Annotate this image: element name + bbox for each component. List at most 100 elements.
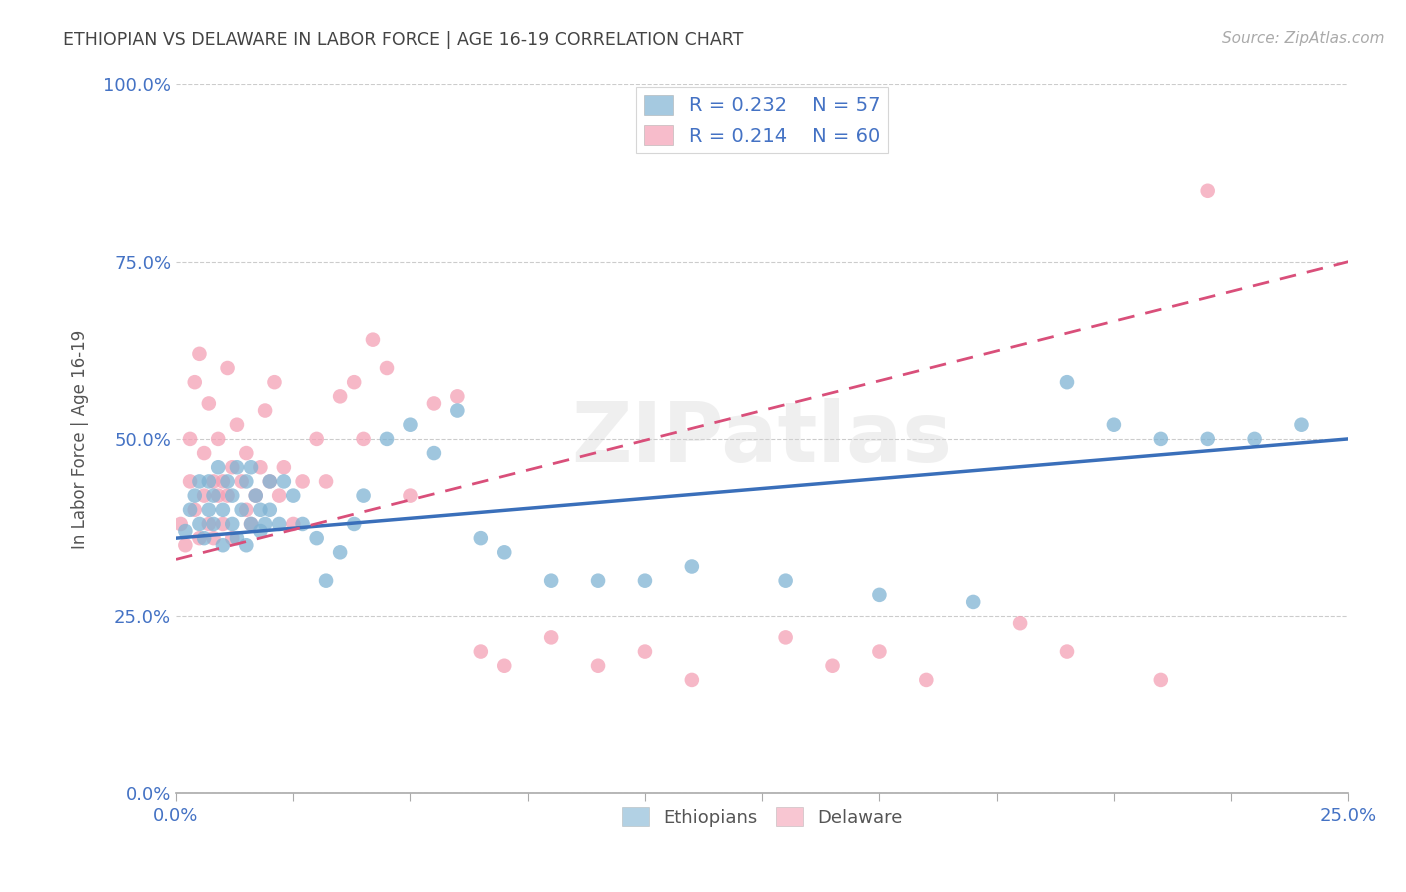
Point — [235, 446, 257, 460]
Point — [470, 644, 492, 658]
Point — [681, 559, 703, 574]
Point — [193, 489, 215, 503]
Point — [259, 475, 281, 489]
Point — [775, 631, 797, 645]
Point — [399, 417, 422, 432]
Point — [202, 516, 225, 531]
Point — [291, 475, 314, 489]
Point — [1197, 432, 1219, 446]
Point — [226, 417, 249, 432]
Point — [249, 460, 271, 475]
Point — [868, 644, 890, 658]
Point — [221, 460, 243, 475]
Point — [353, 432, 375, 446]
Point — [184, 489, 207, 503]
Point — [212, 475, 235, 489]
Point — [315, 574, 337, 588]
Point — [254, 403, 277, 417]
Text: Source: ZipAtlas.com: Source: ZipAtlas.com — [1222, 31, 1385, 46]
Point — [315, 475, 337, 489]
Point — [207, 489, 229, 503]
Point — [235, 538, 257, 552]
Point — [423, 396, 446, 410]
Point — [329, 389, 352, 403]
Point — [212, 538, 235, 552]
Point — [207, 460, 229, 475]
Point — [1150, 432, 1173, 446]
Point — [221, 516, 243, 531]
Point — [586, 574, 609, 588]
Point — [202, 531, 225, 545]
Point — [263, 375, 285, 389]
Point — [1197, 184, 1219, 198]
Point — [423, 446, 446, 460]
Point — [245, 489, 267, 503]
Point — [821, 658, 844, 673]
Point — [494, 658, 516, 673]
Point — [540, 631, 562, 645]
Point — [353, 489, 375, 503]
Point — [775, 574, 797, 588]
Point — [188, 516, 211, 531]
Point — [217, 475, 239, 489]
Point — [226, 460, 249, 475]
Point — [240, 460, 263, 475]
Point — [259, 503, 281, 517]
Point — [198, 503, 221, 517]
Point — [198, 516, 221, 531]
Point — [226, 531, 249, 545]
Point — [221, 489, 243, 503]
Point — [198, 396, 221, 410]
Point — [634, 644, 657, 658]
Point — [179, 503, 201, 517]
Point — [193, 446, 215, 460]
Point — [174, 538, 197, 552]
Point — [249, 503, 271, 517]
Point — [170, 516, 193, 531]
Point — [184, 375, 207, 389]
Text: ETHIOPIAN VS DELAWARE IN LABOR FORCE | AGE 16-19 CORRELATION CHART: ETHIOPIAN VS DELAWARE IN LABOR FORCE | A… — [63, 31, 744, 49]
Point — [207, 432, 229, 446]
Point — [868, 588, 890, 602]
Point — [273, 460, 295, 475]
Point — [221, 531, 243, 545]
Point — [193, 531, 215, 545]
Point — [962, 595, 984, 609]
Point — [188, 531, 211, 545]
Point — [245, 489, 267, 503]
Point — [1102, 417, 1125, 432]
Point — [343, 516, 366, 531]
Point — [283, 489, 305, 503]
Point — [291, 516, 314, 531]
Point — [179, 432, 201, 446]
Point — [1056, 375, 1078, 389]
Point — [212, 516, 235, 531]
Point — [586, 658, 609, 673]
Point — [361, 333, 384, 347]
Point — [1150, 673, 1173, 687]
Point — [240, 516, 263, 531]
Point — [202, 475, 225, 489]
Point — [184, 503, 207, 517]
Point — [231, 475, 253, 489]
Point — [375, 432, 398, 446]
Point — [681, 673, 703, 687]
Point — [399, 489, 422, 503]
Point — [254, 516, 277, 531]
Point — [283, 516, 305, 531]
Point — [915, 673, 938, 687]
Point — [202, 489, 225, 503]
Point — [235, 475, 257, 489]
Point — [540, 574, 562, 588]
Point — [174, 524, 197, 538]
Point — [329, 545, 352, 559]
Legend: Ethiopians, Delaware: Ethiopians, Delaware — [614, 800, 910, 834]
Point — [198, 475, 221, 489]
Point — [1056, 644, 1078, 658]
Point — [305, 432, 328, 446]
Point — [188, 475, 211, 489]
Point — [269, 489, 291, 503]
Point — [240, 516, 263, 531]
Point — [1010, 616, 1032, 631]
Point — [470, 531, 492, 545]
